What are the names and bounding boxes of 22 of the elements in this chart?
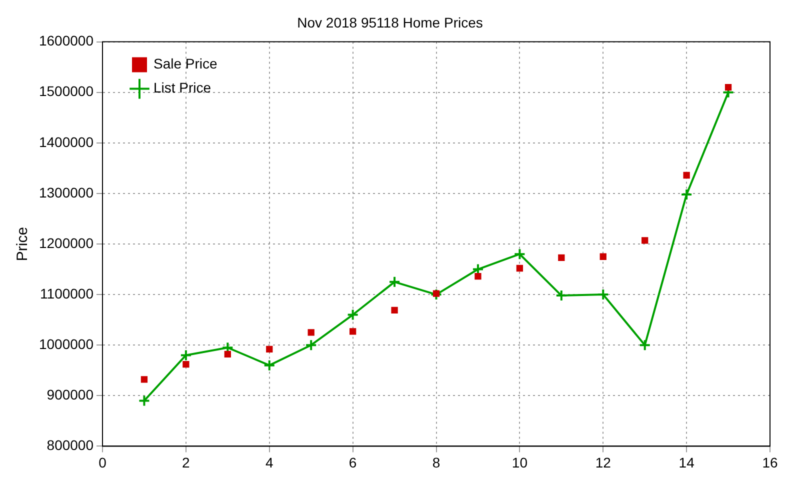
x-tick-label: 4: [265, 454, 274, 470]
x-tick-label: 8: [432, 454, 440, 470]
chart-title: Nov 2018 95118 Home Prices: [297, 14, 483, 30]
y-tick-label: 1300000: [38, 184, 94, 200]
x-tick-label: 12: [595, 454, 612, 470]
y-axis-title: Price: [14, 226, 32, 262]
y-tick-label: 1600000: [38, 32, 94, 49]
y-tick-label: 1500000: [38, 83, 94, 100]
x-tick-label: 6: [348, 454, 357, 470]
x-tick-label: 14: [678, 454, 695, 470]
y-tick-label: 1000000: [38, 336, 94, 352]
y-tick-label: 900000: [46, 386, 94, 403]
y-tick-label: 800000: [46, 437, 94, 454]
y-tick-label: 1100000: [40, 285, 94, 302]
x-tick-label: 0: [98, 454, 107, 470]
y-tick-label: 1400000: [38, 134, 94, 150]
legend-label: Sale Price: [154, 56, 218, 72]
legend-label: List Price: [154, 80, 212, 96]
x-tick-label: 16: [762, 454, 778, 470]
y-tick-label: 1200000: [38, 234, 94, 251]
x-tick-label: 2: [182, 454, 190, 470]
x-tick-label: 10: [512, 454, 528, 470]
